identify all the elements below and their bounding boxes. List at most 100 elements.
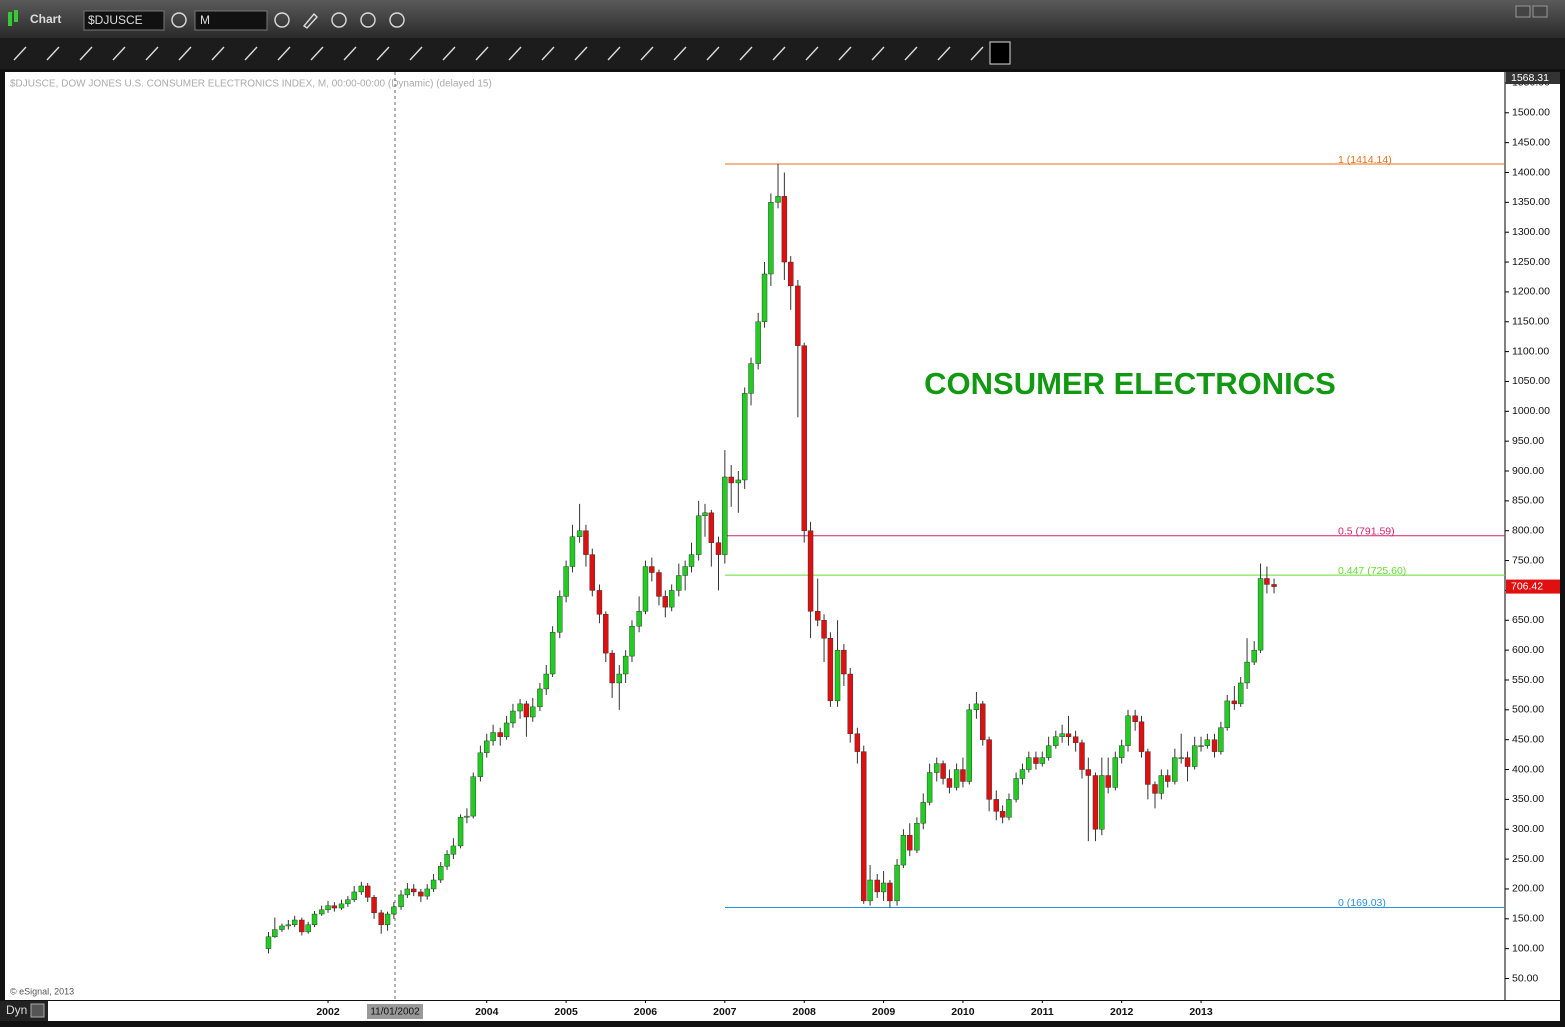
candle-body: [986, 739, 992, 800]
tool-button[interactable]: [13, 46, 27, 61]
tool-button[interactable]: [178, 46, 192, 61]
refresh-button[interactable]: [331, 12, 347, 28]
candle-body: [517, 703, 523, 712]
tool-button[interactable]: [211, 46, 225, 61]
tool-button[interactable]: [838, 46, 852, 61]
x-tick-label: 2008: [793, 1006, 817, 1018]
candle-body: [662, 596, 669, 608]
candle-body: [1065, 733, 1072, 737]
candle-body: [503, 722, 510, 737]
candle-body: [781, 196, 788, 263]
tool-button[interactable]: [640, 46, 654, 61]
draw-button[interactable]: [302, 12, 318, 29]
candle-body: [946, 778, 953, 788]
close-button[interactable]: [1532, 5, 1548, 18]
symbol-box[interactable]: [83, 10, 165, 31]
candle-body: [887, 882, 893, 902]
candle-body: [438, 866, 444, 881]
tool-button[interactable]: [673, 46, 687, 61]
candle-body: [1158, 775, 1165, 794]
tool-button[interactable]: [46, 46, 60, 61]
candle-body: [668, 590, 675, 608]
tool-button[interactable]: [706, 46, 720, 61]
tool-button[interactable]: [574, 46, 588, 61]
candle-body: [490, 732, 496, 742]
tool-button[interactable]: [772, 46, 786, 61]
y-tick-label: 1350.00: [1512, 196, 1550, 208]
magnet-button[interactable]: [989, 41, 1011, 65]
candle-body: [418, 891, 424, 897]
candle-body: [543, 673, 549, 690]
tool-button[interactable]: [343, 46, 357, 61]
tool-button[interactable]: [244, 46, 258, 61]
candle-body: [589, 554, 596, 591]
candle-body: [748, 363, 754, 394]
candle-body: [345, 899, 351, 905]
candle-body: [1178, 757, 1184, 759]
candle-body: [656, 572, 662, 597]
candle-body: [1264, 578, 1270, 585]
tool-button[interactable]: [871, 46, 885, 61]
tool-button[interactable]: [376, 46, 390, 61]
tool-button[interactable]: [805, 46, 819, 61]
play-button[interactable]: [360, 12, 376, 28]
candle-body: [497, 732, 503, 737]
tool-button[interactable]: [112, 46, 126, 61]
tool-button[interactable]: [79, 46, 93, 61]
candle-body: [867, 879, 873, 902]
candle-body: [880, 882, 887, 893]
candle-body: [980, 703, 986, 740]
y-tick-label: 450.00: [1512, 733, 1544, 745]
tool-button[interactable]: [442, 46, 456, 61]
auto-button[interactable]: [389, 12, 405, 28]
candle-body: [404, 888, 411, 896]
top-price: 1568.31: [1511, 72, 1549, 84]
candle-body: [894, 864, 900, 902]
candle-body: [457, 817, 464, 847]
tool-button[interactable]: [739, 46, 753, 61]
restore-button[interactable]: [1515, 5, 1531, 18]
interval[interactable]: M: [200, 13, 210, 27]
drawing-tools: [13, 41, 1011, 65]
tool-button[interactable]: [310, 46, 324, 61]
candle-body: [523, 703, 530, 718]
tool-button[interactable]: [607, 46, 621, 61]
chart-icon: [8, 12, 12, 26]
y-tick-label: 500.00: [1512, 704, 1544, 716]
candle-body: [900, 835, 907, 866]
candle-body: [1257, 578, 1264, 651]
tool-button[interactable]: [508, 46, 522, 61]
mode[interactable]: Dyn: [6, 1003, 27, 1017]
x-tick-label: 2004: [475, 1006, 499, 1018]
candle-body: [477, 752, 484, 777]
candle-body: [1204, 739, 1211, 746]
candle-body: [993, 799, 999, 812]
tool-button[interactable]: [409, 46, 423, 61]
tool-button[interactable]: [541, 46, 555, 61]
y-tick-label: 150.00: [1512, 913, 1544, 925]
candle-body: [563, 566, 569, 597]
candle-body: [1244, 661, 1250, 684]
x-tick-label: 2011: [1031, 1006, 1054, 1018]
candle-body: [1191, 745, 1198, 767]
candle-body: [371, 897, 377, 914]
candle-body: [1039, 757, 1046, 764]
candle-body: [768, 202, 774, 275]
symbol[interactable]: $DJUSCE: [88, 13, 143, 27]
tool-button[interactable]: [904, 46, 918, 61]
time-button[interactable]: [274, 12, 290, 28]
tool-button[interactable]: [277, 46, 291, 61]
tool-button[interactable]: [937, 46, 951, 61]
candle-body: [827, 637, 834, 702]
candle-body: [761, 273, 768, 322]
candle-body: [999, 811, 1006, 818]
settings-button[interactable]: [171, 12, 187, 28]
interval-box[interactable]: [194, 10, 268, 31]
candle-body: [676, 575, 682, 591]
mode-button[interactable]: [30, 1003, 45, 1018]
tool-button[interactable]: [145, 46, 159, 61]
tool-button[interactable]: [970, 46, 984, 61]
tool-button[interactable]: [475, 46, 489, 61]
candle-body: [510, 710, 516, 724]
candle-body: [755, 321, 761, 364]
